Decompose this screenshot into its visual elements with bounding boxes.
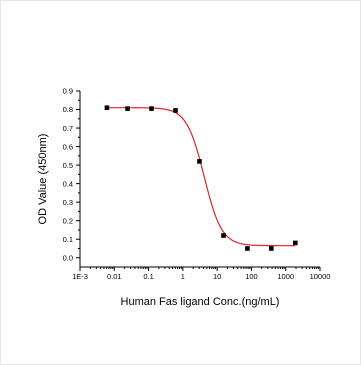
y-tick-label: 0.2	[63, 216, 73, 225]
data-point	[269, 246, 274, 251]
x-tick-label: 10	[213, 272, 221, 281]
x-ticks: 1E-3 0.01 0.1 1 10 100 1000 10000	[72, 267, 330, 281]
x-tick-label: 1	[181, 272, 185, 281]
y-axis-title: OD Value (450nm)	[37, 134, 49, 225]
data-point	[221, 233, 226, 238]
x-tick-label: 0.1	[143, 272, 153, 281]
x-tick-label: 10000	[310, 272, 331, 281]
x-tick-label: 1E-3	[72, 272, 88, 281]
y-tick-label: 0.1	[63, 235, 73, 244]
data-point	[149, 106, 154, 111]
data-point	[173, 108, 178, 113]
data-points	[104, 105, 298, 251]
data-point	[293, 240, 298, 246]
data-point	[245, 246, 250, 251]
y-tick-label: 0.7	[63, 124, 73, 133]
y-tick-label: 0.0	[63, 253, 73, 262]
y-tick-label: 0.8	[63, 105, 73, 114]
y-tick-label: 0.5	[63, 161, 73, 170]
y-tick-label: 0.6	[63, 142, 73, 151]
y-tick-label: 0.4	[63, 179, 73, 188]
x-axis-title: Human Fas ligand Conc.(ng/mL)	[121, 296, 280, 308]
y-tick-label: 0.3	[63, 198, 73, 207]
data-point	[197, 159, 202, 164]
data-point	[125, 106, 130, 111]
plot-area: 1E-3 0.01 0.1 1 10 100 1000 10000 0.00.10.20.30…	[63, 87, 331, 281]
x-tick-label: 1000	[277, 272, 294, 281]
y-ticks: 0.0 0.1 0.2 0.3 0.4 0.5 0.6 0.7 0.8 0.9	[63, 87, 80, 262]
fit-curve-line	[106, 107, 296, 247]
data-point	[104, 105, 110, 110]
y-tick-label: 0.9	[63, 87, 73, 96]
x-tick-label: 0.01	[107, 272, 122, 281]
x-tick-label: 100	[245, 272, 258, 281]
